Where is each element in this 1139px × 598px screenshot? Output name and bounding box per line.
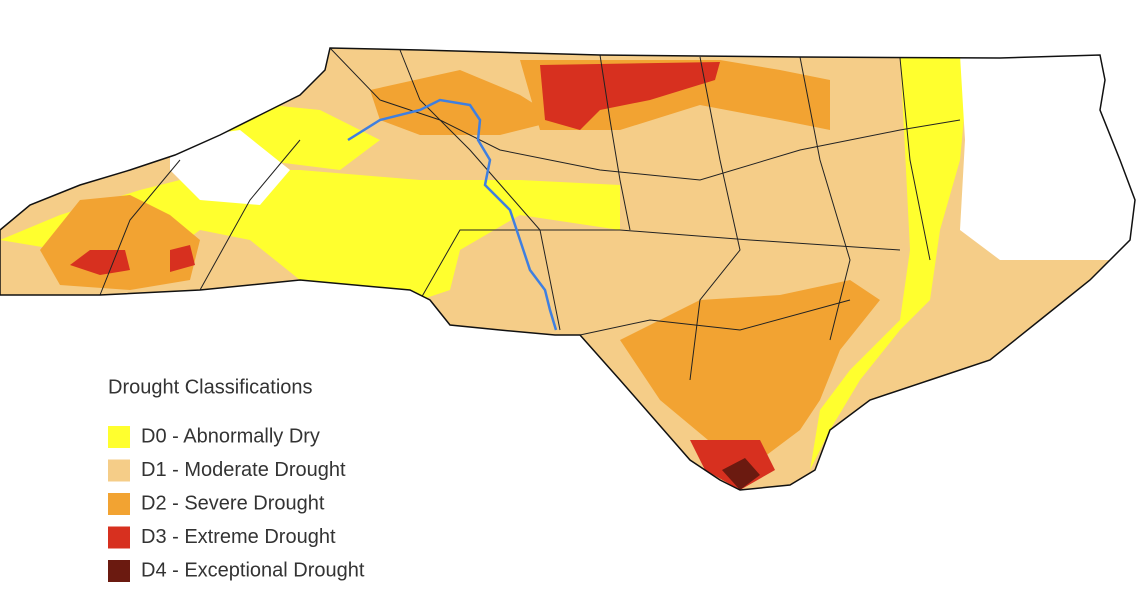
state-outline: [0, 47, 1136, 491]
no-drought-region: [170, 130, 290, 205]
legend-swatch: [108, 560, 130, 582]
d3-region: [540, 62, 720, 130]
legend-swatch: [108, 426, 130, 448]
legend-swatch: [108, 493, 130, 515]
d2-region: [370, 70, 560, 135]
legend-swatch: [108, 526, 130, 549]
d2-region: [620, 280, 880, 460]
legend-label: D0 - Abnormally Dry: [141, 425, 320, 447]
d3-region: [170, 245, 195, 272]
d0-region: [0, 170, 620, 300]
legend-label: D2 - Severe Drought: [141, 492, 325, 514]
river: [347, 98, 558, 331]
d0-region: [810, 55, 970, 470]
legend: Drought Classifications D0 - Abnormally …: [108, 376, 365, 582]
legend-swatch: [108, 459, 130, 482]
d4-region: [722, 458, 760, 490]
legend-label: D4 - Exceptional Drought: [141, 559, 365, 581]
no-drought-region: [960, 55, 1135, 260]
county-lines: [99, 48, 961, 381]
legend-label: D1 - Moderate Drought: [141, 459, 346, 481]
legend-label: D3 - Extreme Drought: [141, 526, 336, 548]
legend-title: Drought Classifications: [108, 376, 313, 398]
